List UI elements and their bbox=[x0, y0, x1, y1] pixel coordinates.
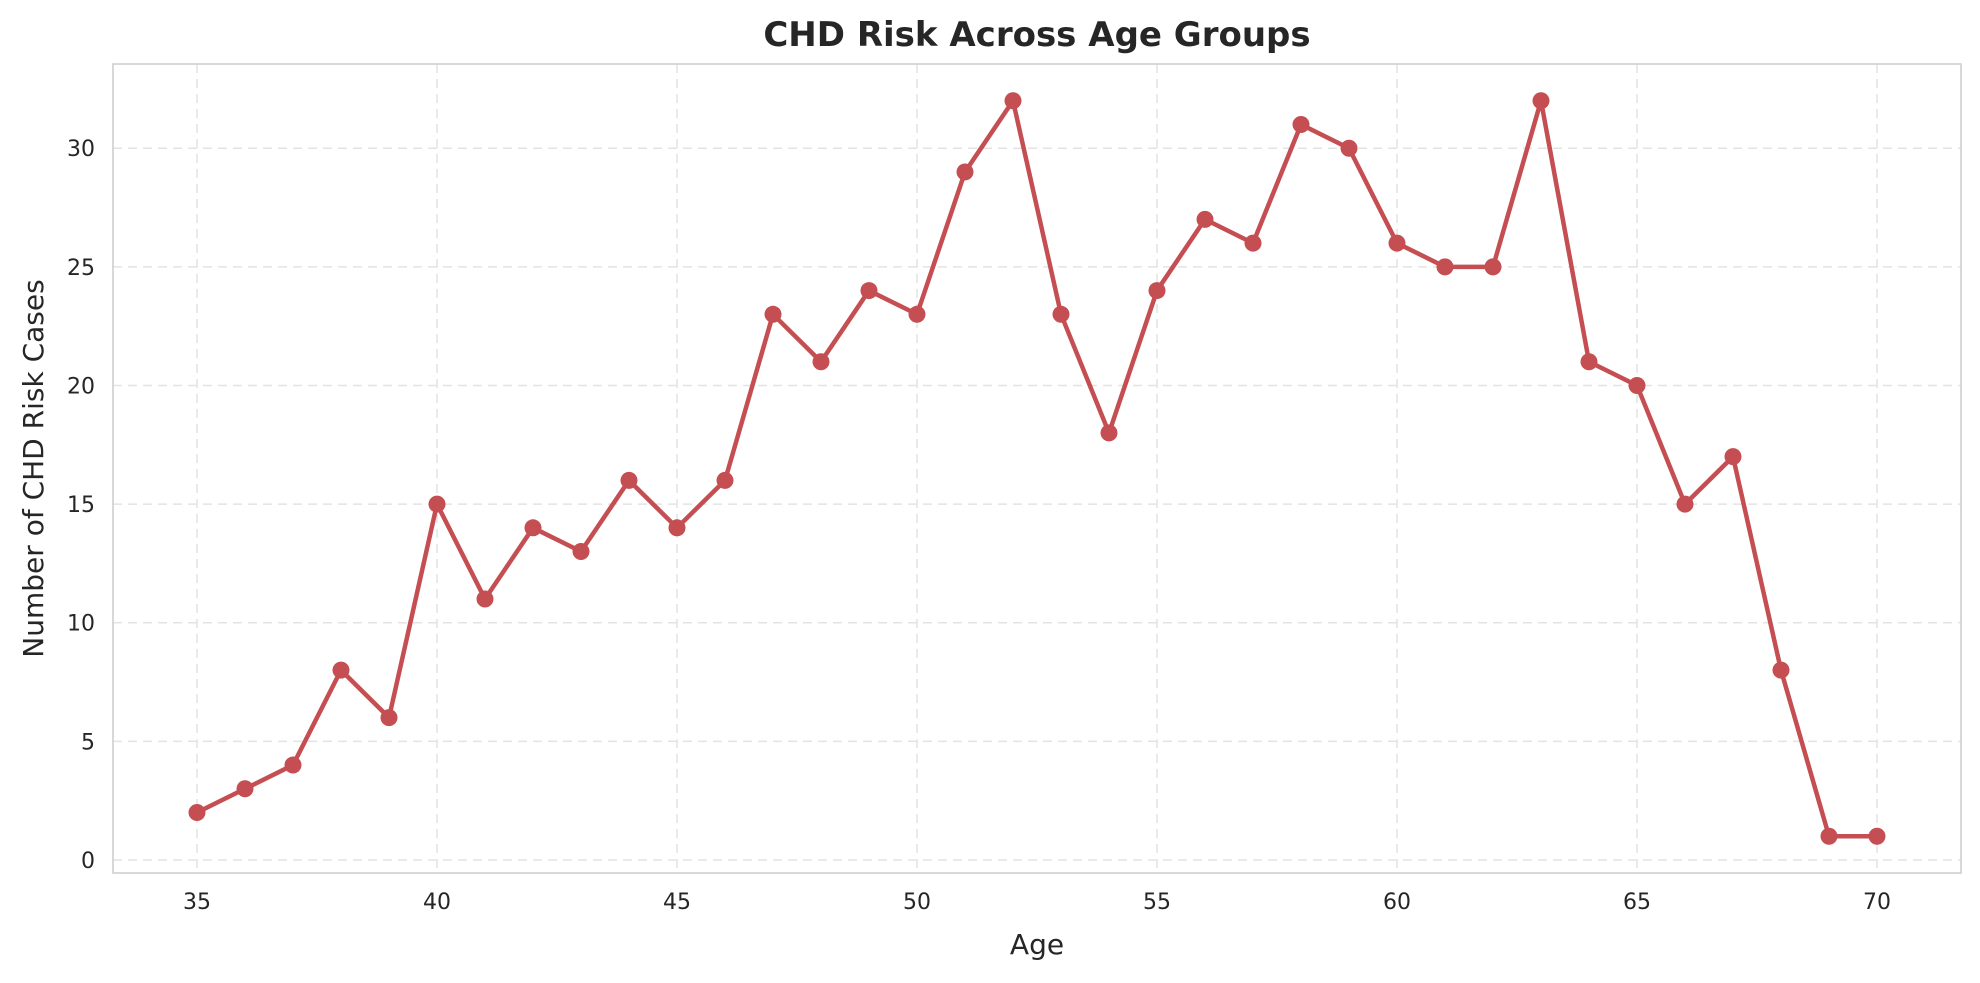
data-point bbox=[380, 709, 398, 727]
data-point bbox=[572, 543, 590, 561]
y-tick-label: 10 bbox=[67, 612, 95, 637]
data-point bbox=[1484, 258, 1502, 276]
x-tick-label: 50 bbox=[903, 890, 931, 915]
y-tick-label: 0 bbox=[81, 849, 95, 874]
x-axis-ticks: 35 40 45 50 55 60 65 70 bbox=[183, 890, 1891, 915]
x-tick-label: 65 bbox=[1623, 890, 1651, 915]
x-tick-label: 55 bbox=[1143, 890, 1171, 915]
data-point bbox=[764, 305, 782, 323]
data-point bbox=[1820, 827, 1838, 845]
data-point bbox=[188, 804, 206, 822]
data-point bbox=[1100, 424, 1118, 442]
data-point bbox=[1532, 92, 1550, 110]
x-tick-label: 40 bbox=[423, 890, 451, 915]
x-axis-label: Age bbox=[1010, 928, 1064, 961]
x-tick-label: 60 bbox=[1383, 890, 1411, 915]
y-tick-label: 20 bbox=[67, 374, 95, 399]
data-point bbox=[668, 519, 686, 537]
y-tick-label: 5 bbox=[81, 730, 95, 755]
data-point bbox=[1724, 448, 1742, 466]
data-point bbox=[620, 471, 638, 489]
y-tick-label: 30 bbox=[67, 137, 95, 162]
y-tick-label: 15 bbox=[67, 493, 95, 518]
data-point bbox=[1292, 115, 1310, 133]
data-point bbox=[476, 590, 494, 608]
data-point bbox=[524, 519, 542, 537]
data-point bbox=[1388, 234, 1406, 252]
y-axis-ticks: 0 5 10 15 20 25 30 bbox=[67, 137, 95, 874]
plot-frame bbox=[112, 63, 1962, 874]
data-point bbox=[1676, 495, 1694, 513]
data-point bbox=[1628, 376, 1646, 394]
y-gridlines bbox=[113, 147, 1961, 861]
y-axis-label: Number of CHD Risk Cases bbox=[17, 279, 50, 657]
data-point bbox=[812, 353, 830, 371]
series-line bbox=[194, 98, 1880, 839]
data-point bbox=[956, 163, 974, 181]
data-point bbox=[1004, 92, 1022, 110]
data-point bbox=[428, 495, 446, 513]
x-gridlines bbox=[196, 64, 1878, 873]
data-point bbox=[332, 661, 350, 679]
x-tick-label: 35 bbox=[183, 890, 211, 915]
data-point bbox=[284, 756, 302, 774]
data-point bbox=[1052, 305, 1070, 323]
data-point bbox=[1196, 210, 1214, 228]
data-point bbox=[716, 471, 734, 489]
data-point bbox=[1772, 661, 1790, 679]
data-point bbox=[1436, 258, 1454, 276]
data-point bbox=[1340, 139, 1358, 157]
data-point bbox=[908, 305, 926, 323]
x-tick-label: 70 bbox=[1863, 890, 1891, 915]
data-point bbox=[1868, 827, 1886, 845]
data-point bbox=[860, 282, 878, 300]
chart-title: CHD Risk Across Age Groups bbox=[763, 15, 1310, 55]
series-layer bbox=[188, 92, 1886, 845]
data-point bbox=[1244, 234, 1262, 252]
data-point bbox=[1580, 353, 1598, 371]
data-point bbox=[1148, 282, 1166, 300]
data-point bbox=[236, 780, 254, 798]
y-tick-label: 25 bbox=[67, 256, 95, 281]
x-tick-label: 45 bbox=[663, 890, 691, 915]
